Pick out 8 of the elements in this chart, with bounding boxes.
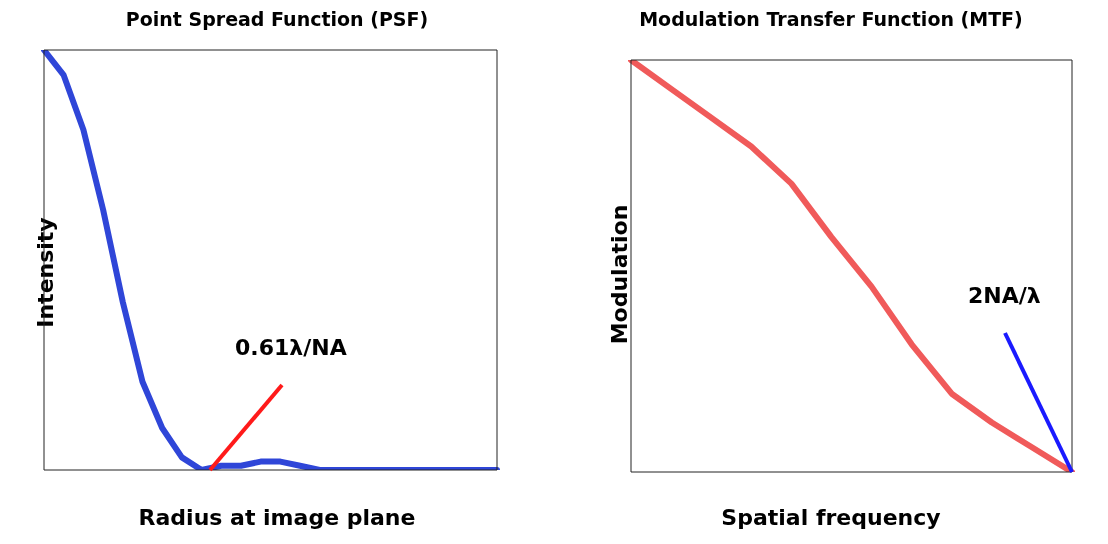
chart-title: Point Spread Function (PSF) <box>124 8 430 30</box>
x-axis-title: Radius at image plane <box>137 505 417 530</box>
y-axis-title: Intensity <box>32 217 58 328</box>
y-axis-title: Modulation <box>607 204 633 345</box>
x-axis-title: Spatial frequency <box>720 505 942 530</box>
annotation: 2NA/λ <box>968 283 1041 308</box>
chart-title: Modulation Transfer Function (MTF) <box>638 8 1024 30</box>
annotation: 0.61λ/NA <box>235 335 347 360</box>
